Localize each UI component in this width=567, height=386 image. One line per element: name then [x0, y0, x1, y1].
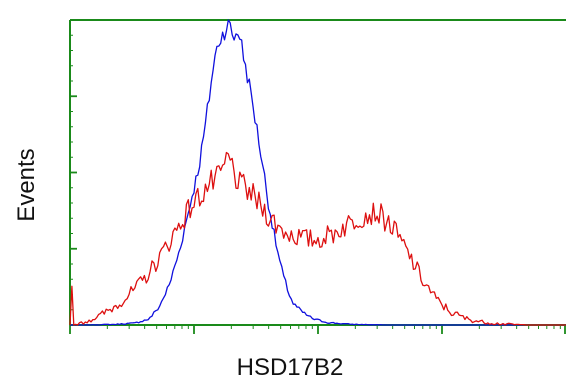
x-axis-label: HSD17B2 [237, 354, 344, 381]
series-layer [69, 19, 566, 326]
plot-frame [69, 19, 566, 326]
y-axis-label: Events [13, 148, 40, 221]
histogram-series-2 [69, 151, 566, 326]
histogram-series-1 [70, 19, 566, 326]
y-axis-ticks [70, 19, 77, 326]
x-axis-ticks [69, 325, 566, 334]
